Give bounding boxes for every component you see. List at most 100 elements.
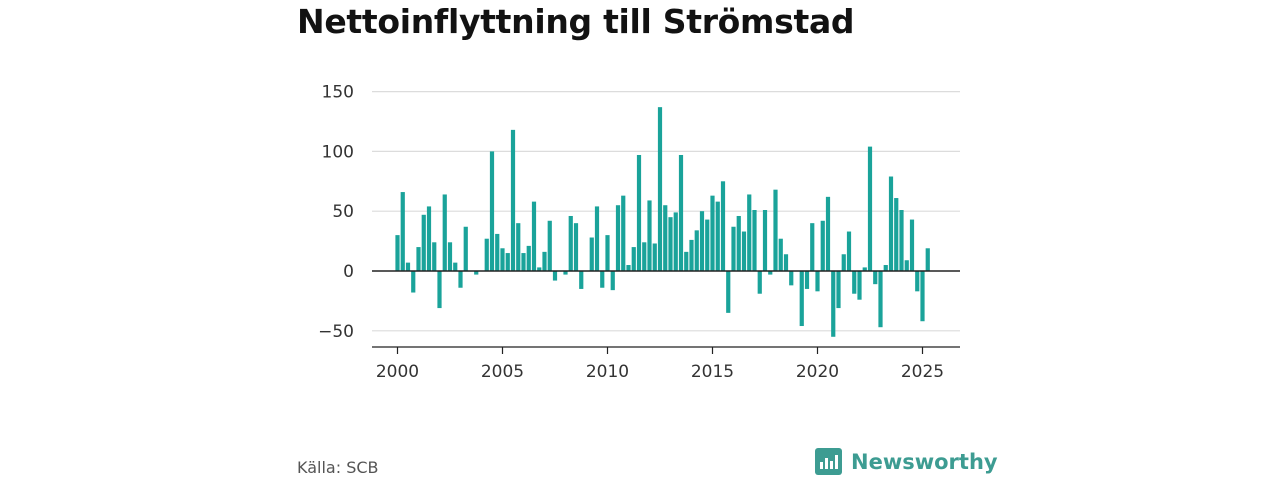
bar bbox=[547, 220, 552, 271]
bar bbox=[453, 262, 458, 271]
bar bbox=[804, 271, 810, 289]
bar bbox=[615, 205, 621, 271]
bar bbox=[442, 194, 447, 271]
bar bbox=[852, 271, 857, 294]
bar bbox=[526, 245, 531, 271]
bar bbox=[663, 205, 668, 271]
bar bbox=[846, 231, 852, 271]
bar bbox=[437, 271, 442, 309]
brand-name: Newsworthy bbox=[851, 449, 998, 474]
bar bbox=[741, 231, 747, 271]
bar bbox=[736, 215, 741, 271]
chart-title: Nettoinflyttning till Strömstad bbox=[297, 2, 855, 41]
bar bbox=[904, 260, 909, 271]
bar bbox=[825, 196, 831, 271]
bar bbox=[673, 212, 678, 271]
bar bbox=[505, 253, 510, 271]
bar bbox=[867, 146, 873, 271]
bar bbox=[757, 271, 762, 294]
y-tick-label: −50 bbox=[318, 322, 354, 342]
bar bbox=[631, 247, 636, 271]
y-tick-label: 50 bbox=[332, 202, 354, 222]
bar bbox=[836, 271, 841, 309]
source-note: Källa: SCB bbox=[297, 458, 379, 477]
x-tick-label: 2015 bbox=[691, 362, 734, 382]
bar bbox=[862, 267, 867, 271]
bar bbox=[463, 226, 468, 271]
bar bbox=[894, 198, 899, 271]
bar bbox=[705, 219, 710, 271]
y-axis-ticks: −50 0 50 100 150 bbox=[318, 83, 354, 342]
x-tick-label: 2005 bbox=[481, 362, 524, 382]
bar bbox=[909, 219, 915, 271]
bar bbox=[395, 235, 400, 271]
bar bbox=[568, 215, 573, 271]
bar bbox=[421, 214, 426, 271]
bar bbox=[841, 254, 846, 271]
bar bbox=[642, 242, 647, 271]
bar bbox=[857, 271, 862, 300]
bar bbox=[731, 226, 736, 271]
bar bbox=[815, 271, 820, 292]
y-tick-label: 100 bbox=[322, 142, 354, 162]
bar bbox=[820, 220, 825, 271]
bar bbox=[773, 189, 778, 271]
bar bbox=[484, 238, 489, 271]
x-tick-label: 2020 bbox=[796, 362, 839, 382]
bar bbox=[426, 206, 432, 271]
bar bbox=[605, 235, 610, 271]
bar bbox=[810, 223, 815, 271]
bar bbox=[610, 271, 615, 291]
bar bbox=[416, 247, 421, 271]
bar bbox=[500, 248, 505, 271]
bar bbox=[531, 201, 537, 271]
bar bbox=[600, 271, 605, 288]
bar bbox=[699, 211, 705, 271]
bar bbox=[747, 194, 752, 271]
bar bbox=[589, 237, 594, 271]
bar bbox=[689, 239, 694, 271]
x-tick-label: 2000 bbox=[376, 362, 419, 382]
bar bbox=[474, 271, 479, 275]
bar bbox=[542, 251, 547, 271]
brand-logo: Newsworthy bbox=[815, 448, 998, 475]
bar bbox=[873, 271, 878, 285]
bar bbox=[400, 192, 405, 271]
bar bbox=[678, 154, 684, 271]
bar bbox=[510, 129, 516, 271]
bar bbox=[626, 265, 631, 271]
bar bbox=[621, 195, 626, 271]
x-tick-label: 2010 bbox=[586, 362, 629, 382]
y-tick-label: 150 bbox=[322, 83, 354, 103]
bar-chart-icon bbox=[815, 448, 842, 475]
bar bbox=[516, 223, 521, 271]
bar bbox=[411, 271, 416, 293]
bar bbox=[684, 251, 689, 271]
bar bbox=[899, 210, 904, 271]
bar bbox=[799, 271, 804, 327]
bar bbox=[715, 201, 720, 271]
bar bbox=[447, 242, 453, 271]
bar bbox=[720, 181, 726, 271]
bar bbox=[432, 242, 437, 271]
x-tick-label: 2025 bbox=[901, 362, 944, 382]
bar bbox=[752, 210, 757, 271]
bar bbox=[762, 210, 768, 271]
bars bbox=[395, 107, 930, 337]
bar bbox=[552, 271, 558, 281]
bar bbox=[768, 271, 773, 275]
bar bbox=[647, 200, 652, 271]
bar bbox=[668, 217, 673, 271]
bar bbox=[563, 271, 568, 275]
bar bbox=[883, 265, 888, 271]
bar bbox=[495, 233, 500, 271]
bar bbox=[652, 243, 657, 271]
bar bbox=[636, 154, 642, 271]
bar bbox=[594, 206, 600, 271]
bar bbox=[657, 107, 663, 272]
bar bbox=[783, 254, 789, 271]
y-tick-label: 0 bbox=[343, 262, 354, 282]
bar bbox=[831, 271, 836, 337]
bar bbox=[920, 271, 925, 322]
